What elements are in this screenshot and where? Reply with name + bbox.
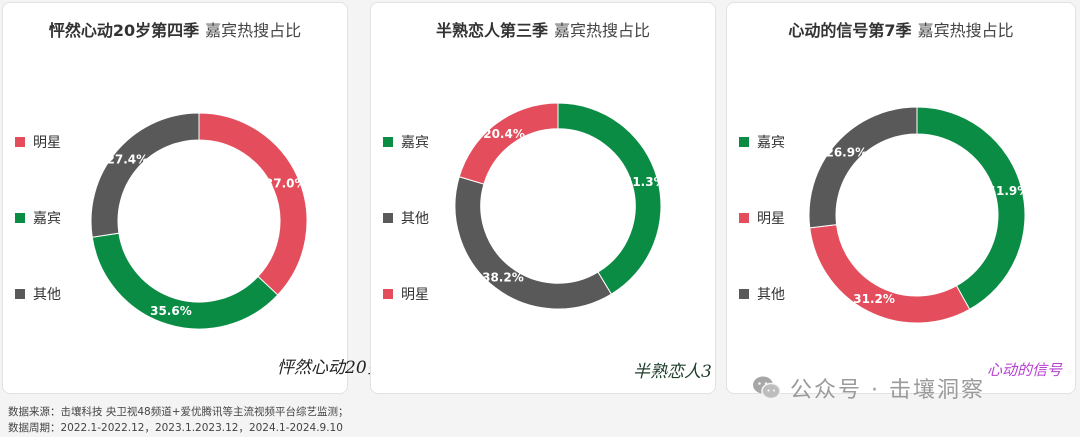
legend-label: 明星 (33, 135, 61, 151)
show-logo: 心动的信号 (987, 361, 1063, 379)
donut-slice-guest (916, 106, 1026, 310)
data-source-note: 数据来源：击壤科技 央卫视48频道+爱优腾讯等主流视频平台综艺监测； (8, 406, 349, 418)
legend-item: 其他 (383, 208, 429, 228)
legend-swatch (383, 289, 393, 299)
chart-title-show: 半熟恋人第三季 (435, 21, 548, 40)
donut-slice-other (90, 112, 200, 238)
data-period-note: 数据周期：2022.1-2022.12，2023.1.2023.12，2024.… (8, 422, 343, 434)
legend-item: 嘉宾 (15, 208, 61, 228)
donut-slice-star (198, 112, 308, 296)
legend-label: 明星 (401, 287, 429, 303)
legend-item: 其他 (739, 284, 785, 304)
donut-chart: 37.0% 35.6% 27.4% (90, 112, 308, 330)
legend-swatch (15, 137, 25, 147)
legend-label: 嘉宾 (401, 135, 429, 151)
legend-swatch (15, 289, 25, 299)
watermark: 公众号 · 击壤洞察 (752, 372, 985, 404)
legend-swatch (383, 137, 393, 147)
slice-value-label: 41.9% (988, 184, 1030, 198)
legend-item: 明星 (383, 284, 429, 304)
legend-label: 其他 (757, 287, 785, 303)
legend-label: 明星 (757, 211, 785, 227)
chart-panel-3: 心动的信号第7季 嘉宾热搜占比 嘉宾 明星 其他 41.9% 31.2% 26.9% … (726, 2, 1076, 394)
donut-slice-guest (557, 102, 662, 295)
legend-swatch (739, 213, 749, 223)
legend-item: 嘉宾 (383, 132, 429, 152)
chart-panel-2: 半熟恋人第三季 嘉宾热搜占比 嘉宾 其他 明星 41.3% 38.2% 20.4% 半… (370, 2, 716, 394)
chart-title: 心动的信号第7季 嘉宾热搜占比 (727, 17, 1075, 41)
show-logo: 半熟恋人3 (633, 362, 712, 382)
slice-value-label: 38.2% (482, 270, 524, 284)
chart-title: 怦然心动20岁第四季 嘉宾热搜占比 (3, 17, 347, 41)
legend-swatch (739, 137, 749, 147)
chart-panel-1: 怦然心动20岁第四季 嘉宾热搜占比 明星 嘉宾 其他 37.0% 35.6% 27.4… (2, 2, 384, 394)
legend-item: 明星 (15, 132, 61, 152)
slice-value-label: 37.0% (265, 176, 307, 190)
donut-slice-other (808, 106, 918, 229)
chart-title: 半熟恋人第三季 嘉宾热搜占比 (371, 17, 715, 41)
legend-label: 其他 (401, 211, 429, 227)
slice-value-label: 41.3% (624, 175, 666, 189)
legend-label: 其他 (33, 287, 61, 303)
chart-title-show: 心动的信号第7季 (788, 21, 912, 40)
donut-chart: 41.9% 31.2% 26.9% (808, 106, 1030, 324)
show-logo: 怦然心动20岁 (277, 358, 384, 378)
legend-label: 嘉宾 (757, 135, 785, 151)
chart-subtitle: 嘉宾热搜占比 (917, 21, 1014, 40)
legend-swatch (739, 289, 749, 299)
donut-chart: 41.3% 38.2% 20.4% (454, 102, 666, 310)
slice-value-label: 27.4% (107, 152, 149, 166)
slice-value-label: 20.4% (483, 127, 525, 141)
slice-value-label: 26.9% (825, 145, 867, 159)
legend-item: 其他 (15, 284, 61, 304)
chart-subtitle: 嘉宾热搜占比 (554, 21, 651, 40)
wechat-icon (753, 376, 781, 400)
watermark-text: 公众号 · 击壤洞察 (790, 378, 985, 403)
legend-swatch (383, 213, 393, 223)
chart-title-show: 怦然心动20岁第四季 (48, 21, 200, 40)
chart-subtitle: 嘉宾热搜占比 (205, 21, 302, 40)
legend-item: 嘉宾 (739, 132, 785, 152)
legend-label: 嘉宾 (33, 211, 61, 227)
donut-slice-star (458, 102, 559, 185)
legend-swatch (15, 213, 25, 223)
donut-slice-other (454, 176, 612, 310)
slice-value-label: 31.2% (853, 292, 895, 306)
legend-item: 明星 (739, 208, 785, 228)
slice-value-label: 35.6% (150, 304, 192, 318)
donut-slice-star (809, 224, 971, 324)
